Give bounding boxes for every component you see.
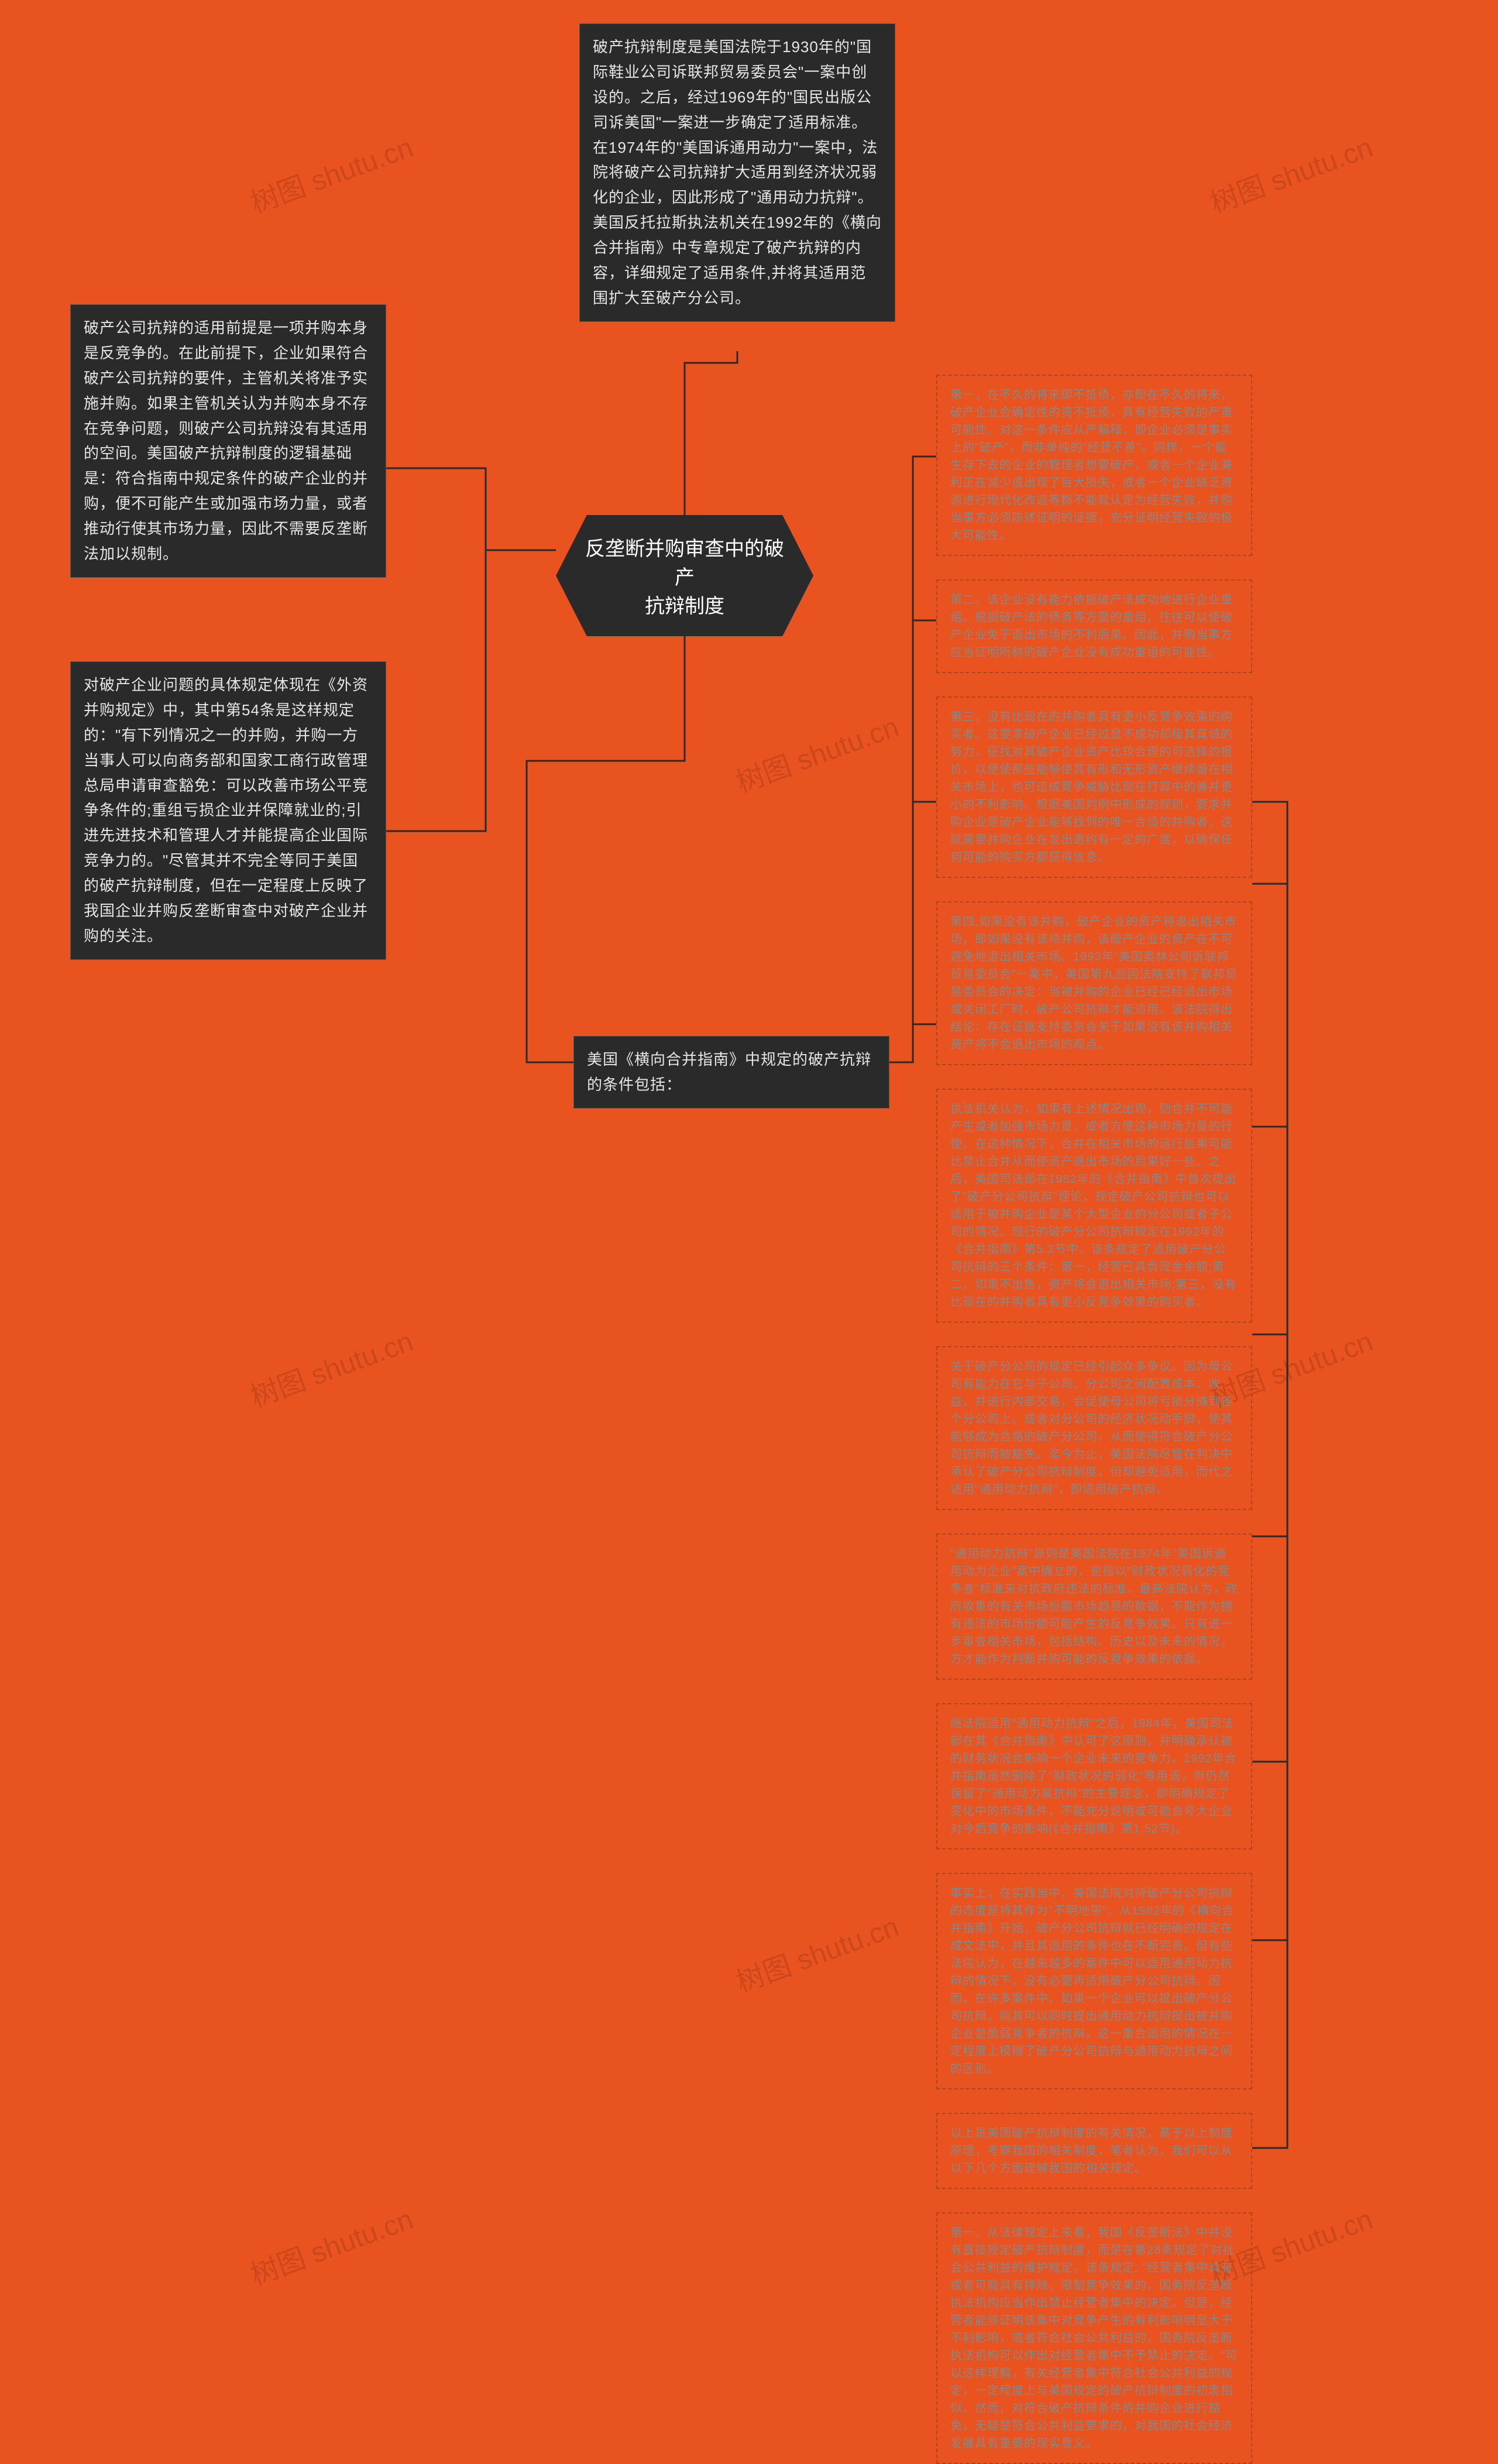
node-text: 执法机关认为，如果有上述情况出现，则合并不可能产生或者加强市场力量，或者方便这种… [950, 1103, 1237, 1309]
root-title-line2: 抗辩制度 [645, 595, 724, 617]
node-r2-3[interactable]: "通用动力抗辩"原则是美国法院在1974年"美国诉通用动力企业"案中确立的，是指… [936, 1533, 1252, 1680]
node-text: 第四,如果没有该并购，破产企业的资产将退出相关市场，即如果没有该项并购，该破产企… [950, 915, 1238, 1051]
node-text: 对破产企业问题的具体规定体现在《外资并购规定》中，其中第54条是这样规定的："有… [84, 676, 368, 945]
node-history[interactable]: 破产抗辩制度是美国法院于1930年的"国际鞋业公司诉联邦贸易委员会"一案中创设的… [579, 23, 895, 322]
watermark: 树图 shutu.cn [730, 703, 903, 800]
node-r1-2[interactable]: 第二，该企业没有能力依据破产法成功地进行企业重组。根据破产法的债务等方面的重组，… [936, 579, 1252, 673]
node-r2-1[interactable]: 执法机关认为，如果有上述情况出现，则合并不可能产生或者加强市场力量，或者方便这种… [936, 1089, 1252, 1323]
watermark: 树图 shutu.cn [1204, 124, 1377, 221]
node-r-extra-10[interactable]: 第一，从法律规定上来看，我国《反垄断法》中并没有直接规定破产抗辩制度，而是在第2… [936, 2212, 1252, 2464]
root-title-line1: 反垄断并购审查中的破产 [585, 538, 784, 589]
node-text: 第三，没有比现在的并购者具有更小反竞争效果的购买者。这要求破产企业已经过显不成功… [950, 711, 1233, 864]
node-text: 关于破产分公司的规定已经引起众多争议。因为母公司有能力在它与子公司、分公司之间配… [950, 1360, 1233, 1496]
node-text: 美国《横向合并指南》中规定的破产抗辩的条件包括： [587, 1051, 871, 1093]
node-r2-2[interactable]: 关于破产分公司的规定已经引起众多争议。因为母公司有能力在它与子公司、分公司之间配… [936, 1346, 1252, 1510]
node-branch2-header[interactable]: 美国《横向合并指南》中规定的破产抗辩的条件包括： [573, 1036, 889, 1109]
node-text: 第二，该企业没有能力依据破产法成功地进行企业重组。根据破产法的债务等方面的重组，… [950, 593, 1233, 659]
root-node[interactable]: 反垄断并购审查中的破产 抗辩制度 [556, 515, 813, 636]
watermark: 树图 shutu.cn [244, 2196, 418, 2293]
node-left1[interactable]: 破产公司抗辩的适用前提是一项并购本身是反竞争的。在此前提下，企业如果符合破产公司… [70, 304, 386, 578]
node-text: 第一，从法律规定上来看，我国《反垄断法》中并没有直接规定破产抗辩制度，而是在第2… [950, 2226, 1238, 2450]
node-text: 第一，在不久的将来即不抵债，亦即在不久的将来，破产企业会确定性的资不抵债，具有经… [950, 389, 1233, 542]
node-text: 破产抗辩制度是美国法院于1930年的"国际鞋业公司诉联邦贸易委员会"一案中创设的… [593, 38, 882, 307]
node-text: 破产公司抗辩的适用前提是一项并购本身是反竞争的。在此前提下，企业如果符合破产公司… [84, 319, 368, 562]
node-text: "通用动力抗辩"原则是美国法院在1974年"美国诉通用动力企业"案中确立的，是指… [950, 1547, 1238, 1666]
node-text: 以上是美国破产抗辩制度的有关情况，基于以上制度原理，考察我国的相关制度，笔者认为… [950, 2127, 1233, 2175]
node-r1-3[interactable]: 第三，没有比现在的并购者具有更小反竞争效果的购买者。这要求破产企业已经过显不成功… [936, 696, 1252, 878]
node-r2-4[interactable]: 继法院适用"通用动力抗辩"之后，1984年，美国司法部在其《合并指南》中认可了这… [936, 1703, 1252, 1849]
node-text: 继法院适用"通用动力抗辩"之后，1984年，美国司法部在其《合并指南》中认可了这… [950, 1717, 1237, 1835]
node-text: 事实上，在实践当中，美国法院对待破产分公司抗辩的态度是将其作为"不明地带"。从1… [950, 1887, 1234, 2075]
node-r1-4[interactable]: 第四,如果没有该并购，破产企业的资产将退出相关市场，即如果没有该项并购，该破产企… [936, 901, 1252, 1065]
node-r1-1[interactable]: 第一，在不久的将来即不抵债，亦即在不久的将来，破产企业会确定性的资不抵债，具有经… [936, 375, 1252, 556]
watermark: 树图 shutu.cn [244, 124, 418, 221]
node-r-extra-9[interactable]: 以上是美国破产抗辩制度的有关情况，基于以上制度原理，考察我国的相关制度，笔者认为… [936, 2113, 1252, 2189]
watermark: 树图 shutu.cn [730, 1903, 903, 2000]
node-left2[interactable]: 对破产企业问题的具体规定体现在《外资并购规定》中，其中第54条是这样规定的："有… [70, 661, 386, 960]
watermark: 树图 shutu.cn [244, 1318, 418, 1415]
node-r2-5[interactable]: 事实上，在实践当中，美国法院对待破产分公司抗辩的态度是将其作为"不明地带"。从1… [936, 1873, 1252, 2089]
